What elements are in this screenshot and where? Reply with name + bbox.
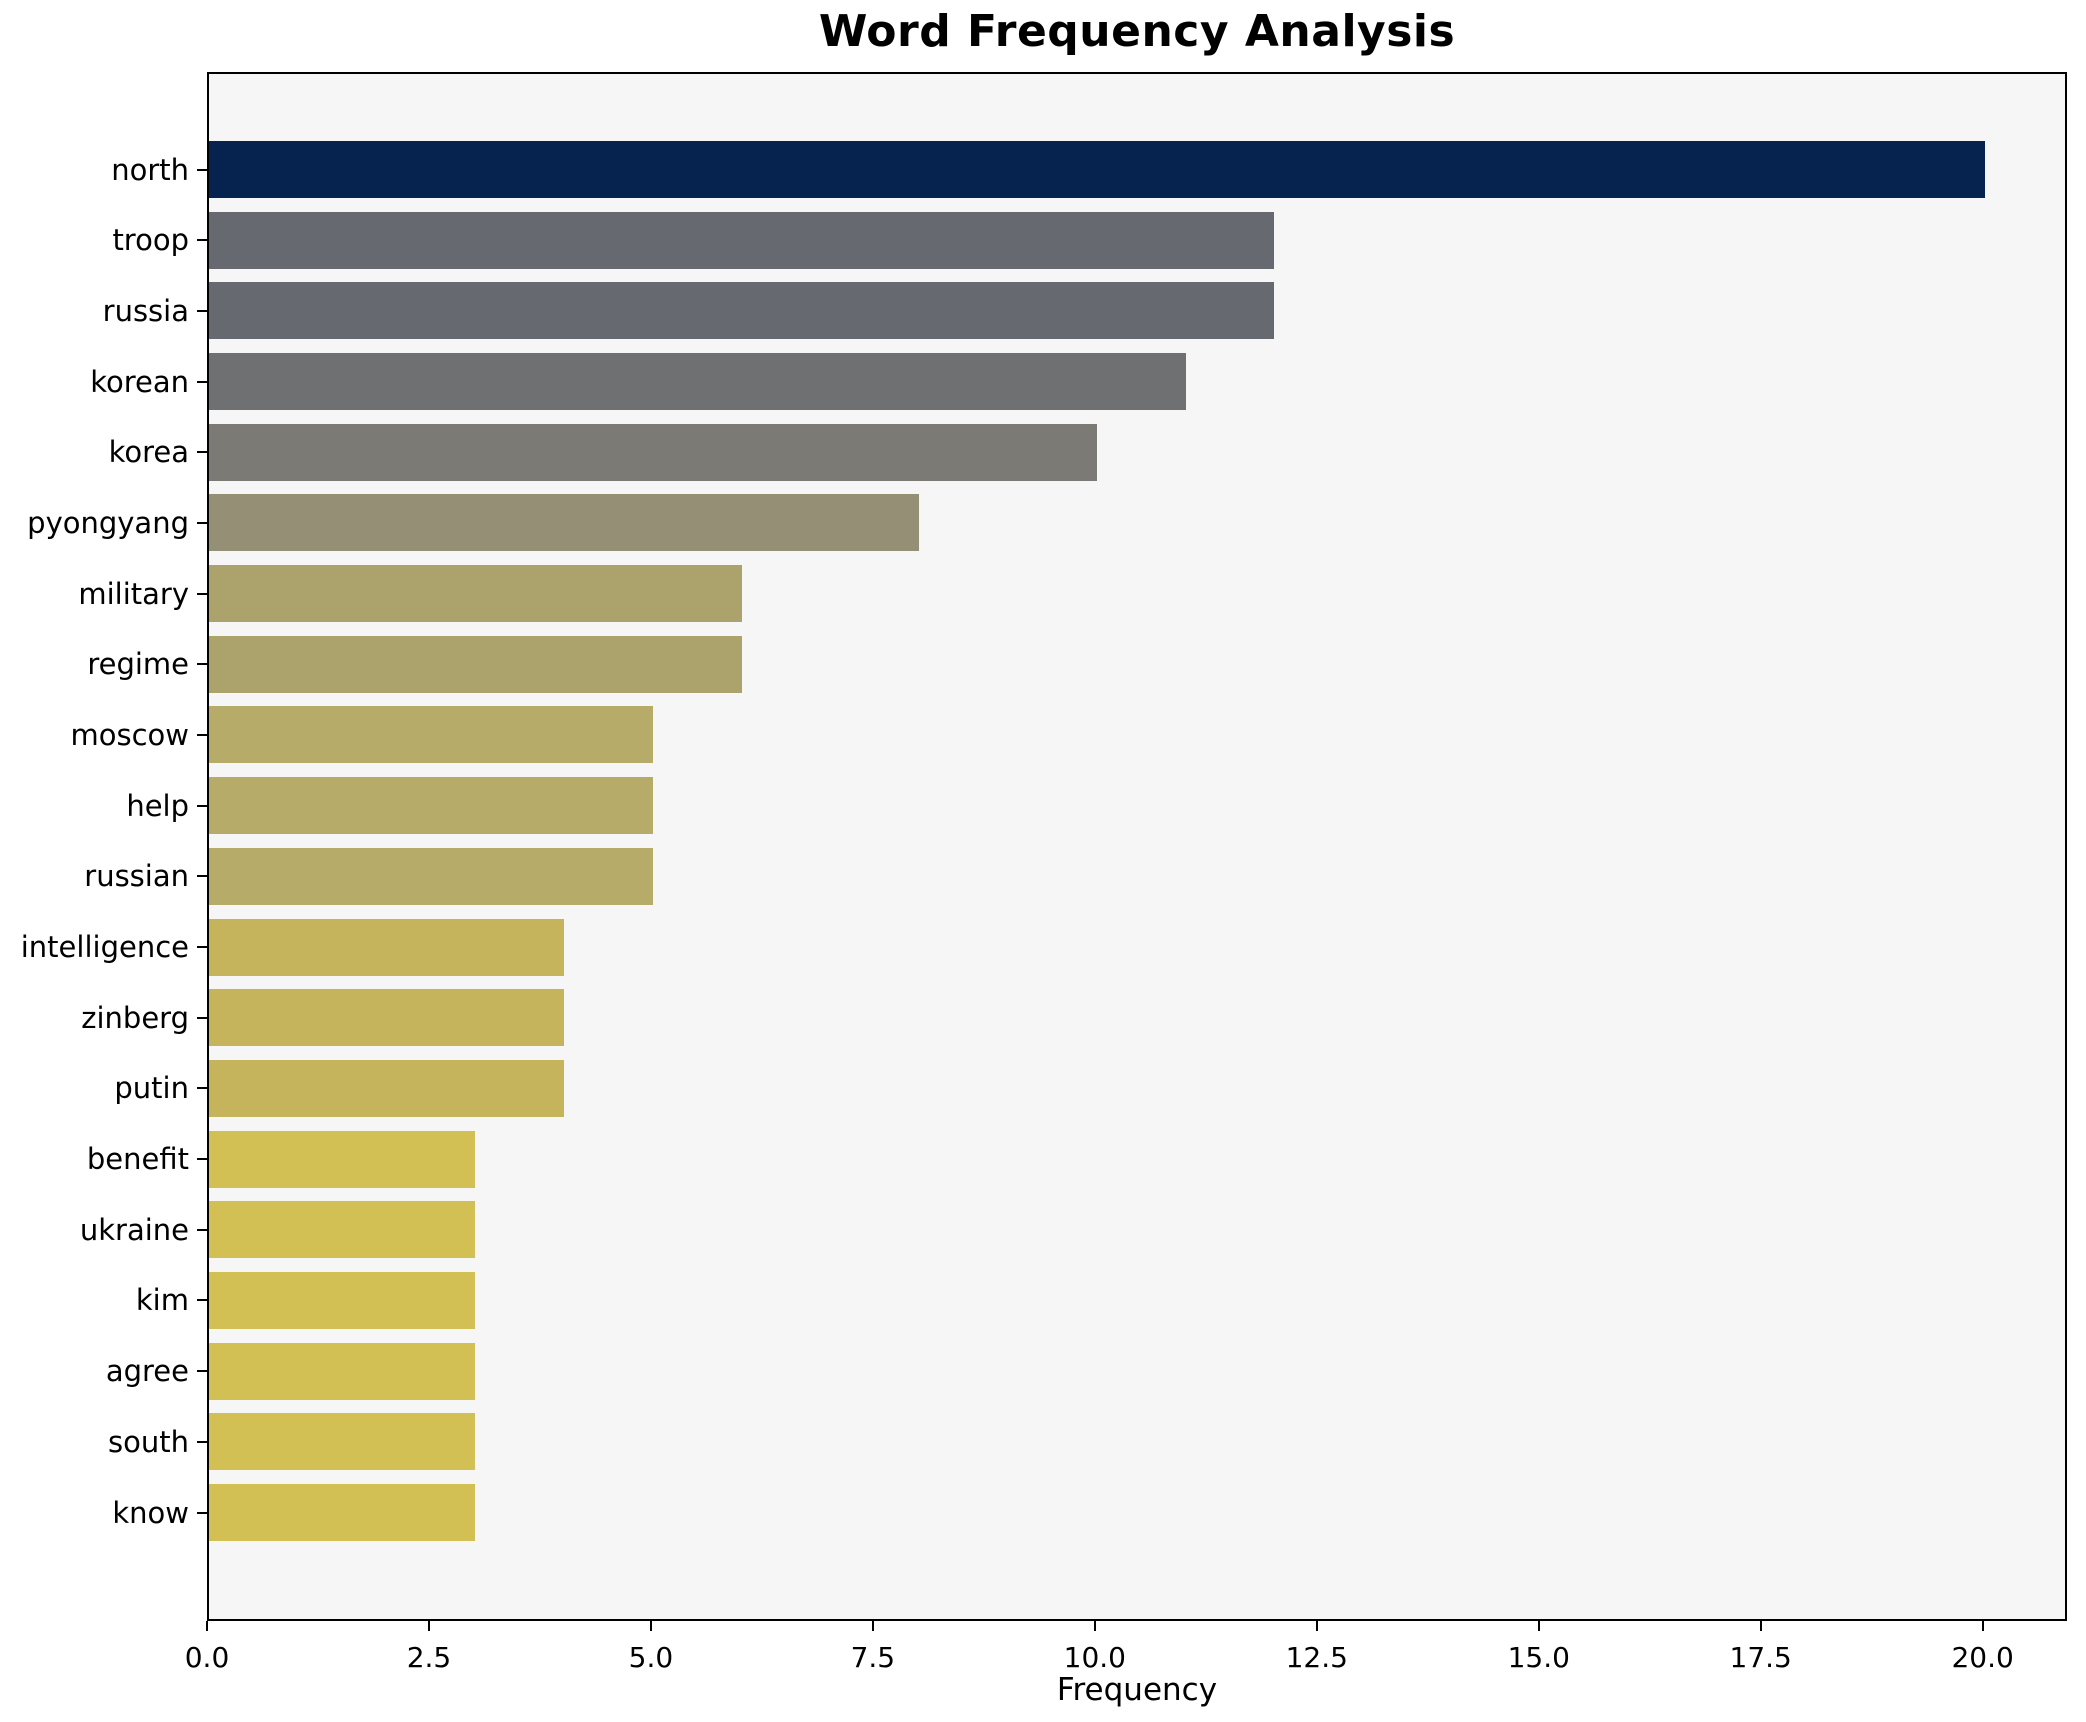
- x-tick-label-17.5: 17.5: [1729, 1641, 1792, 1674]
- y-label-ukraine: ukraine: [79, 1212, 189, 1247]
- bar-troop: [209, 211, 1274, 269]
- x-tick-label-15.0: 15.0: [1507, 1641, 1570, 1674]
- bar-regime: [209, 635, 742, 693]
- y-label-pyongyang: pyongyang: [27, 505, 189, 540]
- x-tick-mark-2.5: [427, 1621, 430, 1631]
- y-tick-mark-troop: [197, 239, 207, 242]
- bar-kim: [209, 1271, 475, 1329]
- x-tick-mark-5.0: [649, 1621, 652, 1631]
- x-tick-label-10.0: 10.0: [1063, 1641, 1126, 1674]
- x-axis-label: Frequency: [1056, 1672, 1218, 1708]
- bar-pyongyang: [209, 494, 919, 552]
- y-tick-mark-putin: [197, 1087, 207, 1090]
- y-label-intelligence: intelligence: [20, 930, 189, 965]
- y-label-regime: regime: [87, 647, 189, 682]
- y-label-kim: kim: [135, 1283, 189, 1318]
- plot-area: [207, 72, 2067, 1621]
- bar-help: [209, 777, 653, 835]
- bar-moscow: [209, 706, 653, 764]
- x-tick-mark-7.5: [871, 1621, 874, 1631]
- y-label-putin: putin: [114, 1071, 189, 1106]
- bar-russian: [209, 847, 653, 905]
- y-tick-mark-kim: [197, 1299, 207, 1302]
- y-label-russia: russia: [102, 293, 189, 328]
- bar-korean: [209, 353, 1186, 411]
- y-tick-mark-intelligence: [197, 946, 207, 949]
- x-tick-mark-0.0: [206, 1621, 208, 1631]
- x-tick-label-7.5: 7.5: [850, 1641, 896, 1674]
- y-label-benefit: benefit: [86, 1142, 189, 1177]
- y-label-south: south: [108, 1424, 189, 1459]
- y-tick-mark-moscow: [197, 733, 207, 736]
- x-tick-label-20.0: 20.0: [1951, 1641, 2014, 1674]
- bar-north: [209, 141, 1985, 198]
- y-tick-mark-russian: [197, 875, 207, 878]
- bar-zinberg: [209, 989, 564, 1047]
- x-tick-mark-17.5: [1759, 1621, 1762, 1631]
- y-label-russian: russian: [84, 859, 189, 894]
- y-tick-mark-agree: [197, 1370, 207, 1373]
- y-tick-mark-ukraine: [197, 1228, 207, 1231]
- bar-putin: [209, 1059, 564, 1117]
- y-tick-mark-russia: [197, 309, 207, 312]
- y-tick-mark-regime: [197, 663, 207, 666]
- y-tick-mark-pyongyang: [197, 521, 207, 524]
- y-tick-mark-benefit: [197, 1158, 207, 1161]
- bar-agree: [209, 1342, 475, 1400]
- y-tick-mark-korea: [197, 451, 207, 454]
- y-label-moscow: moscow: [70, 717, 189, 752]
- y-label-help: help: [126, 788, 189, 823]
- bar-know: [209, 1484, 475, 1541]
- bar-korea: [209, 423, 1097, 481]
- y-tick-mark-help: [197, 804, 207, 807]
- x-tick-label-2.5: 2.5: [406, 1641, 452, 1674]
- y-label-korean: korean: [90, 364, 189, 399]
- bar-ukraine: [209, 1201, 475, 1259]
- y-label-zinberg: zinberg: [81, 1000, 189, 1035]
- y-label-troop: troop: [112, 223, 189, 258]
- bar-benefit: [209, 1130, 475, 1188]
- bar-military: [209, 565, 742, 623]
- y-tick-mark-north: [197, 168, 207, 171]
- y-tick-mark-zinberg: [197, 1016, 207, 1019]
- x-tick-mark-10.0: [1093, 1621, 1096, 1631]
- bar-russia: [209, 282, 1274, 340]
- x-tick-mark-12.5: [1315, 1621, 1318, 1631]
- y-label-agree: agree: [105, 1354, 189, 1389]
- x-tick-label-12.5: 12.5: [1285, 1641, 1348, 1674]
- bar-south: [209, 1413, 475, 1471]
- x-tick-label-0.0: 0.0: [184, 1641, 230, 1674]
- bar-intelligence: [209, 918, 564, 976]
- x-tick-mark-15.0: [1537, 1621, 1540, 1631]
- y-label-korea: korea: [108, 435, 189, 470]
- chart-title: Word Frequency Analysis: [818, 6, 1456, 57]
- y-label-military: military: [78, 576, 189, 611]
- y-label-north: north: [111, 152, 189, 187]
- y-tick-mark-south: [197, 1440, 207, 1443]
- y-tick-mark-know: [197, 1511, 207, 1514]
- y-tick-mark-military: [197, 592, 207, 595]
- x-tick-mark-20.0: [1981, 1621, 1984, 1631]
- x-tick-label-5.0: 5.0: [628, 1641, 674, 1674]
- y-tick-mark-korean: [197, 380, 207, 383]
- y-label-know: know: [112, 1495, 189, 1530]
